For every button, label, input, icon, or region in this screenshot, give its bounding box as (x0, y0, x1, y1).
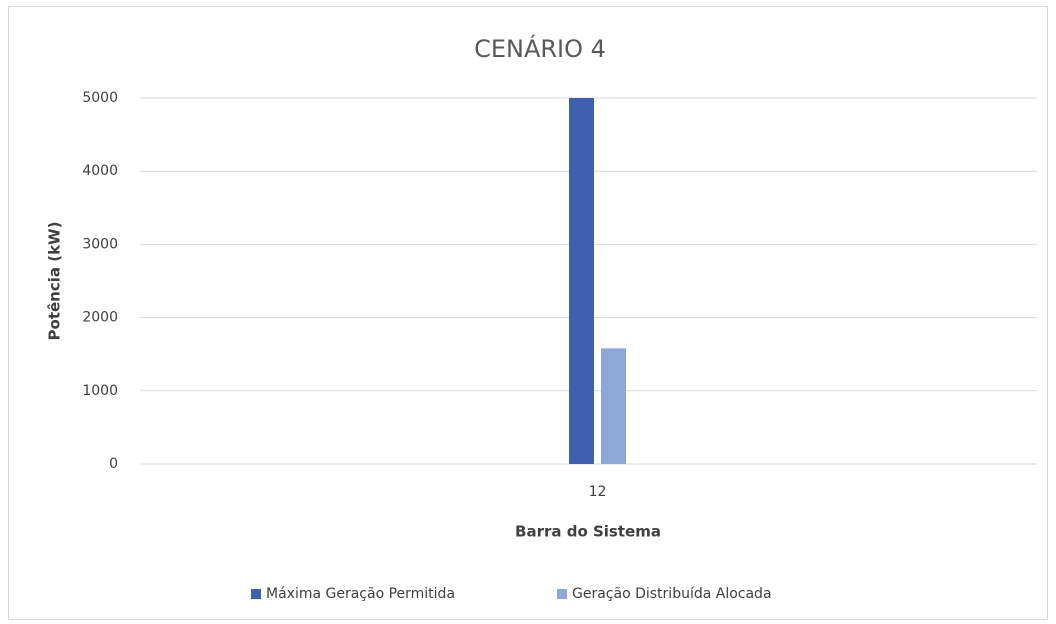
y-tick-label: 5000 (82, 90, 118, 106)
chart-title: CENÁRIO 4 (474, 34, 606, 63)
legend-swatch (251, 589, 261, 599)
y-tick-label: 1000 (82, 383, 118, 399)
y-tick-label: 3000 (82, 236, 118, 252)
legend-label: Geração Distribuída Alocada (572, 586, 772, 602)
bar (569, 98, 594, 464)
legend-label: Máxima Geração Permitida (266, 586, 455, 602)
x-tick-label: 12 (589, 484, 607, 500)
y-axis-label: Potência (kW) (46, 222, 64, 341)
y-tick-label: 4000 (82, 163, 118, 179)
y-tick-label: 0 (109, 456, 118, 472)
chart-border (8, 6, 1048, 620)
bar (601, 348, 626, 464)
y-tick-label: 2000 (82, 310, 118, 326)
legend-swatch (557, 589, 567, 599)
x-axis-label: Barra do Sistema (515, 523, 661, 541)
